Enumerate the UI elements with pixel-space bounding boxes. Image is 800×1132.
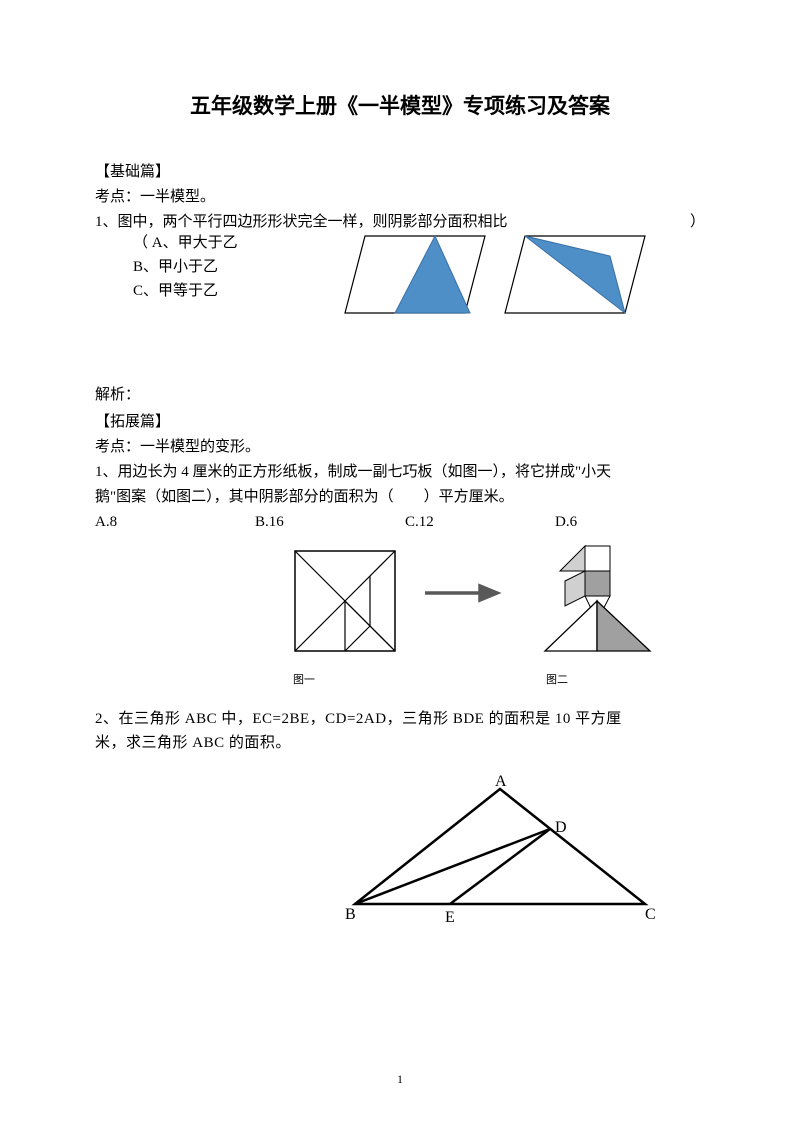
page-title: 五年级数学上册《一半模型》专项练习及答案	[95, 90, 705, 120]
tangram-figure	[285, 541, 685, 666]
fig2-label: 图二	[546, 671, 568, 687]
s2-q1-optC: C.12	[405, 514, 555, 531]
q1-paren: ）	[690, 210, 705, 231]
svg-text:E: E	[445, 909, 455, 926]
fig1-label: 图一	[293, 671, 351, 687]
svg-text:A: A	[495, 774, 507, 790]
analysis-label: 解析：	[95, 383, 705, 404]
s2-q2-line1: 2、在三角形 ABC 中，EC=2BE，CD=2AD，三角形 BDE 的面积是 …	[95, 707, 705, 732]
section1-point: 考点：一半模型。	[95, 185, 705, 206]
section2-label: 【拓展篇】	[95, 410, 705, 431]
s2-q1-optB: B.16	[255, 514, 405, 531]
parallelogram-figure	[340, 228, 650, 323]
page-number: 1	[397, 1072, 403, 1087]
s2-q1-line2: 鹅"图案（如图二），其中阴影部分的面积为（ ）平方厘米。	[95, 485, 705, 510]
svg-text:D: D	[555, 819, 567, 836]
triangle-figure: A D B E C	[345, 774, 665, 934]
s2-q2-line2: 米，求三角形 ABC 的面积。	[95, 731, 705, 756]
section2-point: 考点：一半模型的变形。	[95, 435, 705, 456]
svg-text:B: B	[345, 906, 356, 923]
section1-label: 【基础篇】	[95, 160, 705, 181]
s2-q1-optD: D.6	[555, 514, 577, 531]
s2-q1-optA: A.8	[95, 514, 255, 531]
s2-q1-line1: 1、用边长为 4 厘米的正方形纸板，制成一副七巧板（如图一），将它拼成"小天	[95, 460, 705, 485]
svg-text:C: C	[645, 906, 656, 923]
